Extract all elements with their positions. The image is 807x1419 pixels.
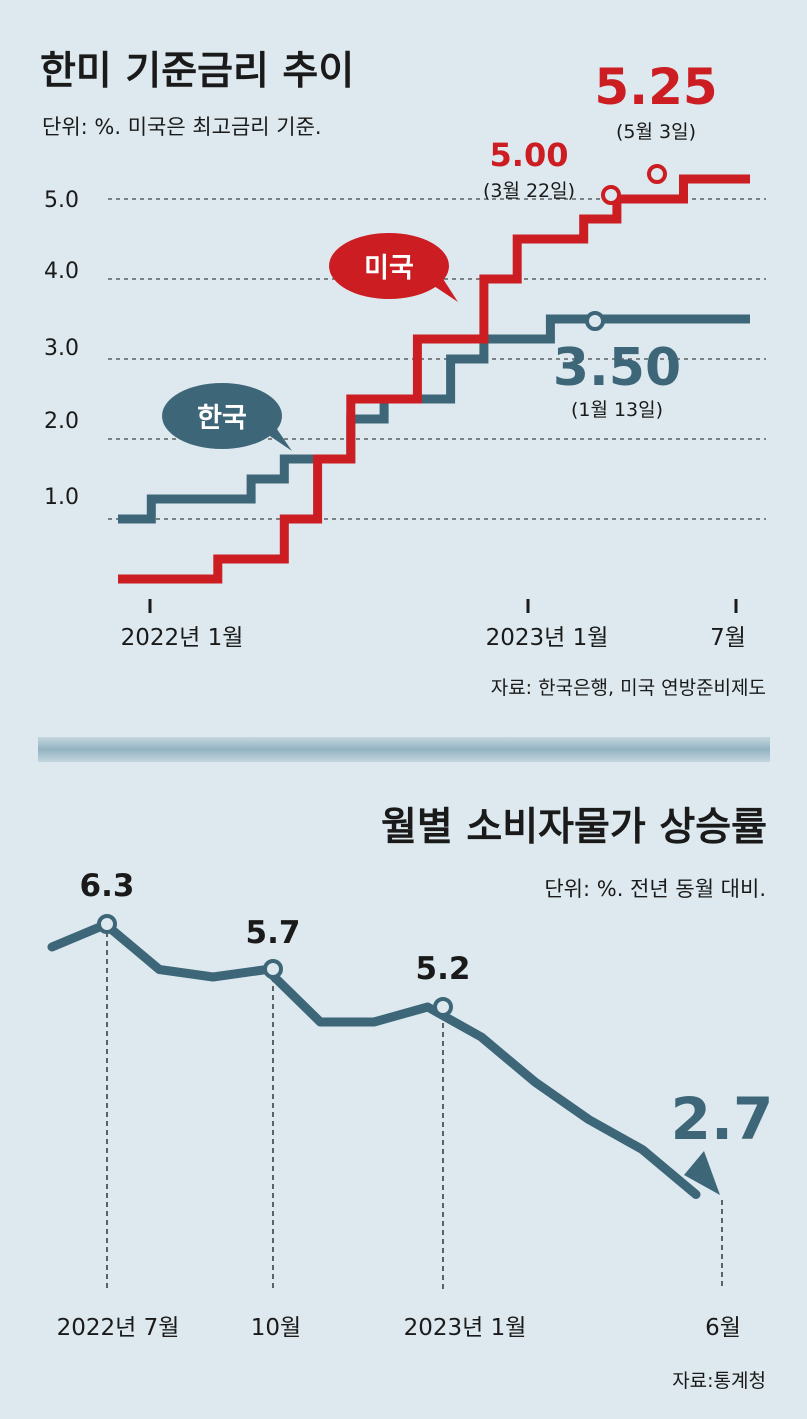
- us-marker-500: [601, 185, 621, 205]
- us-bubble: 미국: [329, 233, 458, 302]
- korea-rate-line: [118, 314, 750, 524]
- us-bubble-tail: [425, 268, 458, 302]
- y-tick-label: 2.0: [44, 409, 79, 434]
- korea-bubble-label: 한국: [197, 403, 247, 434]
- bottom-chart-unit-note: 단위: %. 전년 동월 대비.: [544, 877, 766, 901]
- top-y-ticks: 5.0 4.0 3.0 2.0 1.0: [44, 188, 79, 510]
- korea-bubble: 한국: [162, 383, 292, 451]
- cpi-label-5.2: 5.2: [416, 951, 471, 987]
- x-tick-label: 2022년 7월: [57, 1315, 180, 1341]
- us-500-value: 5.00: [490, 136, 569, 174]
- x-tick-label: 6월: [705, 1315, 741, 1341]
- cpi-label-5.7: 5.7: [246, 915, 301, 951]
- y-tick-label: 5.0: [44, 188, 79, 213]
- cpi-marker-5.2: [433, 997, 453, 1017]
- x-tick-label: 2023년 1월: [404, 1315, 527, 1341]
- us-marker-525: [647, 164, 667, 184]
- y-tick-label: 3.0: [44, 336, 79, 361]
- y-tick-label: 1.0: [44, 485, 79, 510]
- top-x-tick-marks: [148, 599, 738, 613]
- bottom-chart-source: 자료:통계청: [672, 1370, 766, 1392]
- us-500-date: (3월 22일): [483, 180, 575, 202]
- section-divider: [38, 737, 770, 762]
- x-tick-label: 7월: [710, 625, 746, 651]
- cpi-marker-5.7: [263, 959, 283, 979]
- x-tick-label: 2022년 1월: [121, 625, 244, 651]
- top-chart-title: 한미 기준금리 추이: [40, 49, 354, 94]
- y-tick-label: 4.0: [44, 259, 79, 284]
- cpi-label-2.7: 2.7: [671, 1085, 774, 1153]
- x-tick-label: 2023년 1월: [486, 625, 609, 651]
- cpi-arrowhead: [684, 1151, 720, 1195]
- us-525-date: (5월 3일): [616, 121, 696, 143]
- kr-350-date: (1월 13일): [571, 399, 663, 421]
- bottom-chart-title: 월별 소비자물가 상승률: [381, 805, 767, 850]
- cpi-line: [47, 920, 701, 1199]
- top-chart-unit-note: 단위: %. 미국은 최고금리 기준.: [42, 115, 322, 139]
- us-bubble-shape: [329, 233, 449, 299]
- top-chart-source: 자료: 한국은행, 미국 연방준비제도: [491, 677, 766, 699]
- kr-350-value: 3.50: [553, 338, 681, 398]
- us-525-value: 5.25: [594, 58, 717, 116]
- us-rate-line: [118, 174, 750, 584]
- bottom-vertical-guides: [106, 932, 723, 1290]
- kr-marker-350: [585, 311, 605, 331]
- cpi-label-6.3: 6.3: [80, 868, 135, 904]
- korea-bubble-tail: [258, 416, 292, 451]
- us-bubble-label: 미국: [364, 253, 414, 284]
- korea-bubble-shape: [162, 383, 282, 449]
- x-tick-label: 10월: [251, 1315, 301, 1341]
- cpi-marker-6.3: [97, 914, 117, 934]
